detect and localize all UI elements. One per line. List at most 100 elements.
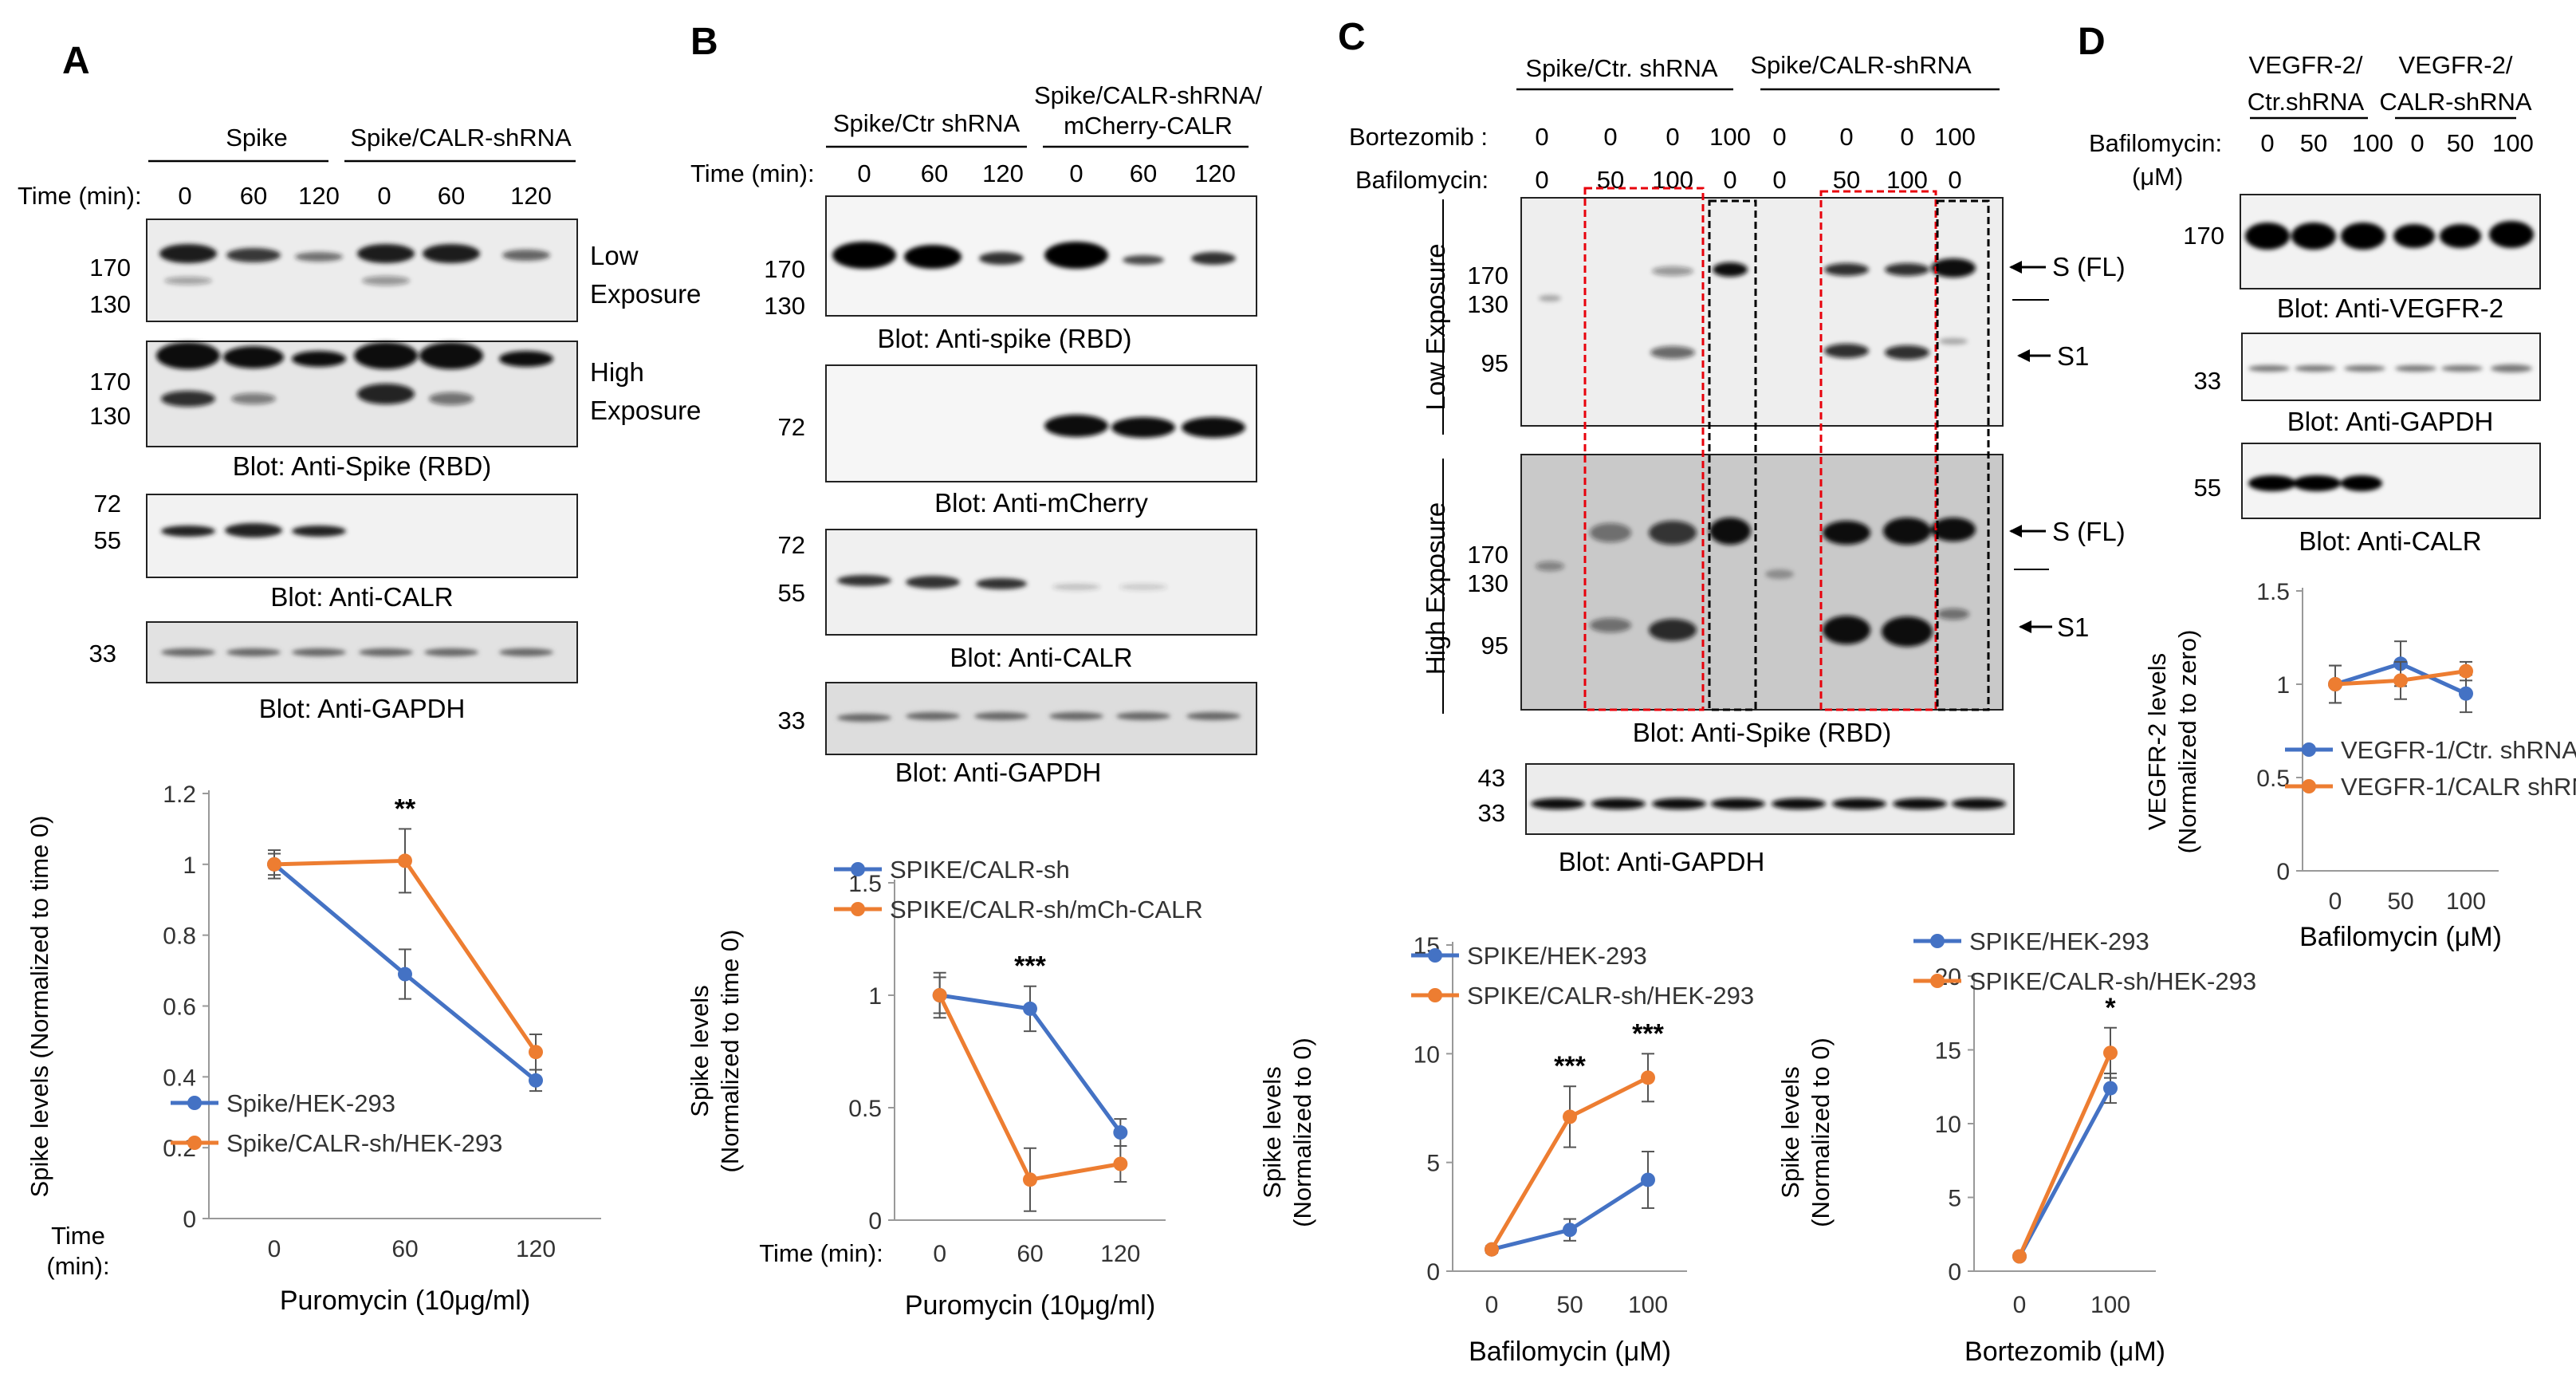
blot-caption: Blot: Anti-VEGFR-2 bbox=[2277, 293, 2503, 323]
blot-spike-low-exposure: Low Exposure 170 130 95 S (FL) S1 bbox=[1421, 197, 2126, 435]
lane-label: 120 bbox=[1194, 159, 1236, 187]
blot-caption: Blot: Anti-Spike (RBD) bbox=[233, 451, 492, 481]
blot-gapdh: 33 Blot: Anti-GAPDH bbox=[89, 621, 578, 723]
lane-value: 0 bbox=[1535, 166, 1548, 194]
blot-calr: 72 55 Blot: Anti-CALR bbox=[778, 529, 1257, 672]
lane-label: 120 bbox=[982, 159, 1024, 187]
data-point bbox=[1563, 1223, 1577, 1238]
legend-label: SPIKE/CALR-sh bbox=[890, 856, 1070, 884]
legend-marker bbox=[851, 862, 865, 876]
lane-label: 60 bbox=[921, 159, 948, 187]
time-row-label: Time (min): bbox=[690, 159, 815, 187]
y-tick-label: 0.6 bbox=[163, 994, 196, 1021]
mw-marker: 33 bbox=[778, 707, 805, 734]
mw-marker: 72 bbox=[778, 531, 805, 559]
mw-marker: 95 bbox=[1481, 632, 1508, 660]
blot-caption: Blot: Anti-CALR bbox=[270, 582, 453, 612]
mw-marker: 130 bbox=[89, 402, 131, 430]
y-tick-label: 10 bbox=[1414, 1041, 1440, 1068]
legend-label: SPIKE/CALR-sh/HEK-293 bbox=[1467, 982, 1754, 1010]
y-tick-label: 1 bbox=[868, 983, 882, 1010]
mw-marker: 130 bbox=[89, 290, 131, 318]
group-label-calr-shrna: Spike/CALR-shRNA bbox=[1750, 51, 1972, 79]
y-axis-title: (Normalized to 0) bbox=[1807, 1038, 1835, 1227]
data-point bbox=[398, 853, 412, 868]
mw-marker: 130 bbox=[764, 292, 805, 320]
legend-label: SPIKE/HEK-293 bbox=[1969, 927, 2149, 955]
lane-label: 120 bbox=[298, 182, 340, 210]
group-label-calr-shrna: Spike/CALR-shRNA bbox=[350, 124, 572, 152]
mw-marker: 72 bbox=[778, 413, 805, 441]
y-tick-label: 0 bbox=[1948, 1259, 1961, 1286]
bortezomib-row-label: Bortezomib : bbox=[1349, 123, 1488, 151]
x-axis-prefix: Time (min): bbox=[759, 1239, 883, 1267]
group-label-calr-shrna: Spike/CALR-shRNA/ bbox=[1034, 81, 1262, 109]
arrow-label-s1: S1 bbox=[2057, 612, 2089, 642]
mw-marker: 55 bbox=[2194, 474, 2221, 502]
mw-marker: 130 bbox=[1467, 290, 1508, 318]
y-axis-title: (Normalized to 0) bbox=[1288, 1038, 1316, 1227]
x-tick-label: 50 bbox=[1556, 1292, 1583, 1318]
arrow-label-s-fl: S (FL) bbox=[2052, 517, 2126, 546]
bafilomycin-row-unit: (μM) bbox=[2132, 163, 2183, 191]
legend-marker bbox=[187, 1136, 202, 1150]
lane-label: 100 bbox=[2492, 129, 2534, 157]
black-dashed-box bbox=[1708, 199, 1757, 711]
lane-value: 0 bbox=[1772, 123, 1786, 151]
y-tick-label: 0.5 bbox=[2256, 766, 2290, 792]
mw-marker: 170 bbox=[89, 254, 131, 282]
lane-label: 0 bbox=[178, 182, 191, 210]
group-label-mcherry-calr: mCherry-CALR bbox=[1064, 112, 1233, 140]
lane-value: 100 bbox=[1934, 123, 1976, 151]
y-axis-title: VEGFR-2 levels bbox=[2143, 653, 2171, 830]
lane-labels: 0 50 100 0 50 100 bbox=[2260, 129, 2533, 157]
data-point bbox=[2328, 677, 2342, 691]
lane-label: 50 bbox=[2447, 129, 2474, 157]
y-tick-label: 5 bbox=[1426, 1151, 1440, 1177]
lane-label: 0 bbox=[2260, 129, 2274, 157]
mw-marker: 95 bbox=[1481, 349, 1508, 377]
lane-value: 0 bbox=[1772, 166, 1786, 194]
legend-label: Spike/HEK-293 bbox=[226, 1089, 395, 1117]
y-axis-title: Spike levels (Normalized to time 0) bbox=[26, 816, 53, 1198]
mw-marker: 33 bbox=[89, 640, 116, 667]
mw-marker: 170 bbox=[764, 255, 805, 283]
lane-value: 100 bbox=[1709, 123, 1751, 151]
y-tick-label: 10 bbox=[1935, 1112, 1961, 1138]
lane-value: 0 bbox=[1723, 166, 1736, 194]
blot-caption: Blot: Anti-GAPDH bbox=[1559, 847, 1765, 876]
data-point bbox=[1023, 1001, 1037, 1016]
legend-marker bbox=[851, 902, 865, 916]
exposure-label: Exposure bbox=[590, 396, 701, 425]
lane-value: 0 bbox=[1948, 166, 1961, 194]
lane-label: 0 bbox=[857, 159, 871, 187]
panel-b: B Spike/Ctr shRNA Spike/CALR-shRNA/ mChe… bbox=[690, 21, 1262, 787]
data-point bbox=[267, 856, 281, 872]
lane-labels: 0 60 120 0 60 120 bbox=[178, 182, 551, 210]
lane-value: 0 bbox=[1666, 123, 1679, 151]
lane-value: 0 bbox=[1603, 123, 1617, 151]
lane-label: 100 bbox=[2352, 129, 2393, 157]
y-tick-label: 1 bbox=[2276, 672, 2290, 699]
blot-caption: Blot: Anti-mCherry bbox=[934, 488, 1148, 518]
data-point bbox=[2103, 1045, 2118, 1061]
blot-calr: 55 Blot: Anti-CALR bbox=[2194, 443, 2541, 556]
x-tick-label: 60 bbox=[1017, 1241, 1043, 1267]
y-tick-label: 0.4 bbox=[163, 1065, 196, 1091]
x-tick-label: 100 bbox=[1628, 1292, 1668, 1318]
group-label-ctr-shrna: Spike/Ctr. shRNA bbox=[1525, 54, 1718, 82]
group-label-vegfr2: VEGFR-2/ bbox=[2399, 51, 2513, 79]
bafilomycin-row-label: Bafilomycin: bbox=[1355, 166, 1489, 194]
data-point bbox=[932, 988, 947, 1002]
lane-label: 60 bbox=[240, 182, 267, 210]
x-tick-label: 0 bbox=[1485, 1292, 1499, 1318]
y-tick-label: 0.8 bbox=[163, 923, 196, 950]
data-point bbox=[1485, 1242, 1499, 1257]
y-tick-label: 15 bbox=[1935, 1038, 1961, 1065]
y-axis-title: Spike levels bbox=[1776, 1066, 1804, 1198]
lane-value: 100 bbox=[1886, 166, 1928, 194]
